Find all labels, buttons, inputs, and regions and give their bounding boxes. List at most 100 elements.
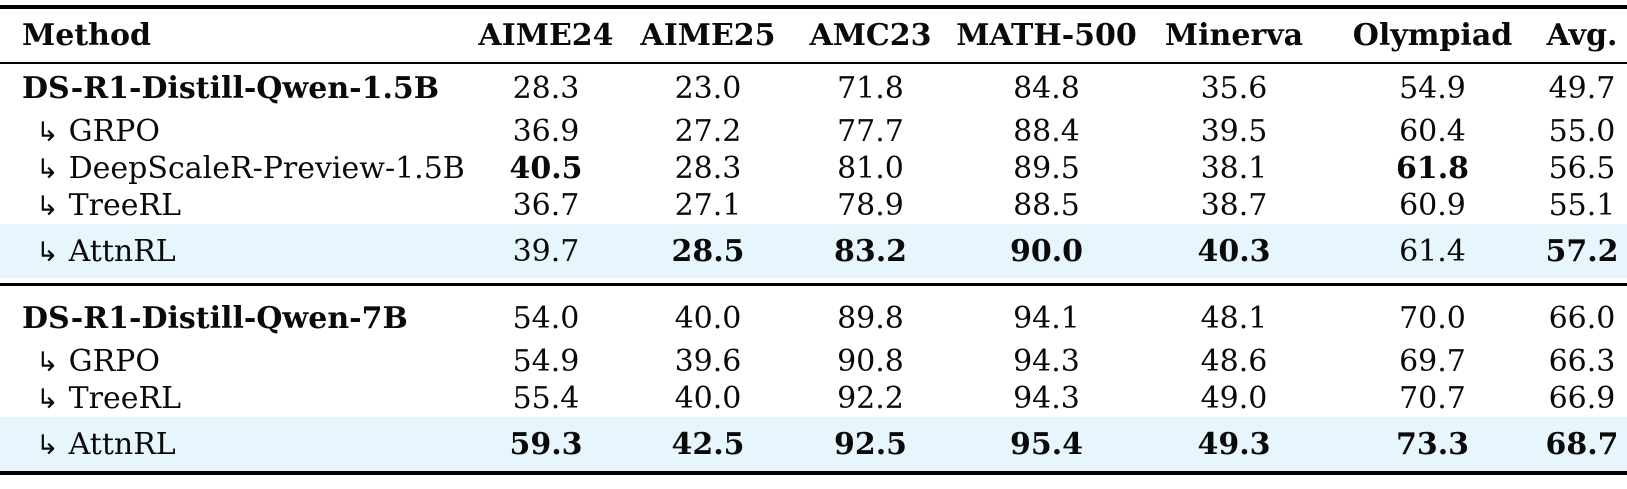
- table-row: ↳ GRPO 36.9 27.2 77.7 88.4 39.5 60.4 55.0: [0, 113, 1627, 150]
- value-cell: 70.0: [1399, 301, 1466, 336]
- table-section-7b: DS-R1-Distill-Qwen-7B 54.0 40.0 89.8 94.1 48.…: [0, 294, 1627, 471]
- value-cell: 39.7: [512, 233, 580, 269]
- table-row: DS-R1-Distill-Qwen-7B 54.0 40.0 89.8 94.1 48.…: [0, 294, 1627, 343]
- value-cell: 48.1: [1200, 301, 1268, 336]
- method-cell: ↳ TreeRL: [0, 188, 464, 223]
- value-cell: 57.2: [1545, 233, 1619, 269]
- table-row: ↳ AttnRL 39.7 28.5 83.2 90.0 40.3 61.4 57.2: [0, 224, 1627, 278]
- benchmark-table: Method AIME24 AIME25 AMC23 MATH-500 Mine…: [0, 5, 1627, 475]
- value-cell: 84.8: [1013, 71, 1080, 106]
- value-cell: 61.4: [1399, 233, 1466, 269]
- method-cell: ↳ GRPO: [0, 344, 464, 379]
- value-cell: 90.8: [837, 344, 904, 379]
- column-header-aime24: AIME24: [478, 18, 614, 53]
- value-cell: 73.3: [1395, 426, 1470, 462]
- value-cell: 54.0: [512, 301, 580, 336]
- column-header-math500: MATH-500: [956, 18, 1137, 53]
- method-label: DS-R1-Distill-Qwen-1.5B: [22, 71, 440, 106]
- method-label: AttnRL: [68, 233, 176, 269]
- value-cell: 35.6: [1200, 71, 1268, 106]
- table-row: ↳ DeepScaleR-Preview-1.5B 40.5 28.3 81.0 89.5…: [0, 150, 1627, 187]
- indent-arrow-icon: ↳: [36, 347, 59, 378]
- value-cell: 60.4: [1399, 114, 1466, 149]
- value-cell: 88.4: [1013, 114, 1080, 149]
- method-cell: ↳ GRPO: [0, 114, 464, 149]
- value-cell: 54.9: [512, 344, 580, 379]
- value-cell: 40.0: [674, 381, 742, 416]
- value-cell: 49.0: [1200, 381, 1268, 416]
- value-cell: 54.9: [1399, 71, 1466, 106]
- table-header-row: Method AIME24 AIME25 AMC23 MATH-500 Mine…: [0, 9, 1627, 62]
- value-cell: 55.4: [512, 381, 580, 416]
- value-cell: 71.8: [837, 71, 904, 106]
- value-cell: 39.5: [1200, 114, 1268, 149]
- value-cell: 94.1: [1013, 301, 1080, 336]
- method-cell: ↳ DeepScaleR-Preview-1.5B: [0, 151, 465, 186]
- value-cell: 28.5: [671, 233, 745, 269]
- indent-arrow-icon: ↳: [36, 429, 59, 461]
- value-cell: 89.8: [837, 301, 904, 336]
- value-cell: 70.7: [1399, 381, 1466, 416]
- column-header-aime25: AIME25: [640, 18, 776, 53]
- value-cell: 83.2: [833, 233, 908, 269]
- value-cell: 66.3: [1548, 344, 1616, 379]
- value-cell: 48.6: [1200, 344, 1268, 379]
- value-cell: 40.3: [1197, 233, 1271, 269]
- value-cell: 59.3: [509, 426, 583, 462]
- value-cell: 68.7: [1545, 426, 1619, 462]
- value-cell: 90.0: [1009, 233, 1084, 269]
- value-cell: 94.3: [1013, 344, 1080, 379]
- table-section-1p5b: DS-R1-Distill-Qwen-1.5B 28.3 23.0 71.8 84.8 3…: [0, 64, 1627, 278]
- value-cell: 36.7: [512, 188, 580, 223]
- value-cell: 95.4: [1009, 426, 1084, 462]
- value-cell: 81.0: [837, 151, 904, 186]
- value-cell: 42.5: [671, 426, 745, 462]
- value-cell: 55.1: [1548, 188, 1616, 223]
- method-label: TreeRL: [68, 381, 181, 416]
- method-cell: ↳ AttnRL: [0, 234, 464, 269]
- table-top-rule: [0, 5, 1627, 9]
- value-cell: 40.0: [674, 301, 742, 336]
- column-header-method: Method: [22, 18, 151, 53]
- value-cell: 49.3: [1197, 426, 1271, 462]
- method-cell: ↳ TreeRL: [0, 381, 464, 416]
- value-cell: 66.0: [1548, 301, 1616, 336]
- table-bottom-rule: [0, 471, 1627, 475]
- value-cell: 38.7: [1200, 188, 1268, 223]
- column-header-minerva: Minerva: [1164, 18, 1304, 53]
- table-row: ↳ TreeRL 36.7 27.1 78.9 88.5 38.7 60.9 55.1: [0, 187, 1627, 224]
- value-cell: 60.9: [1399, 188, 1466, 223]
- value-cell: 61.8: [1395, 151, 1470, 186]
- table-row: DS-R1-Distill-Qwen-1.5B 28.3 23.0 71.8 84.8 3…: [0, 64, 1627, 113]
- indent-arrow-icon: ↳: [36, 191, 59, 222]
- value-cell: 36.9: [512, 114, 580, 149]
- method-label: DS-R1-Distill-Qwen-7B: [22, 301, 408, 336]
- column-header-amc23: AMC23: [809, 18, 932, 53]
- indent-arrow-icon: ↳: [36, 117, 59, 148]
- table-mid-rule: [0, 283, 1627, 286]
- value-cell: 39.6: [674, 344, 742, 379]
- method-label: AttnRL: [68, 426, 176, 462]
- value-cell: 23.0: [674, 71, 742, 106]
- indent-arrow-icon: ↳: [36, 236, 59, 268]
- method-label: GRPO: [68, 344, 160, 379]
- method-label: TreeRL: [68, 188, 181, 223]
- table-section-separator: [0, 278, 1627, 294]
- value-cell: 38.1: [1200, 151, 1268, 186]
- value-cell: 88.5: [1013, 188, 1080, 223]
- table-row: ↳ TreeRL 55.4 40.0 92.2 94.3 49.0 70.7 66.9: [0, 380, 1627, 417]
- column-header-avg: Avg.: [1546, 18, 1618, 53]
- method-cell: ↳ AttnRL: [0, 427, 464, 462]
- column-header-olympiad: Olympiad: [1352, 18, 1513, 53]
- value-cell: 55.0: [1548, 114, 1616, 149]
- indent-arrow-icon: ↳: [36, 384, 59, 415]
- value-cell: 66.9: [1548, 381, 1616, 416]
- value-cell: 94.3: [1013, 381, 1080, 416]
- indent-arrow-icon: ↳: [36, 154, 59, 185]
- value-cell: 28.3: [674, 151, 742, 186]
- table-row: ↳ AttnRL 59.3 42.5 92.5 95.4 49.3 73.3 68.7: [0, 417, 1627, 471]
- value-cell: 27.2: [674, 114, 742, 149]
- value-cell: 69.7: [1399, 344, 1466, 379]
- value-cell: 78.9: [837, 188, 904, 223]
